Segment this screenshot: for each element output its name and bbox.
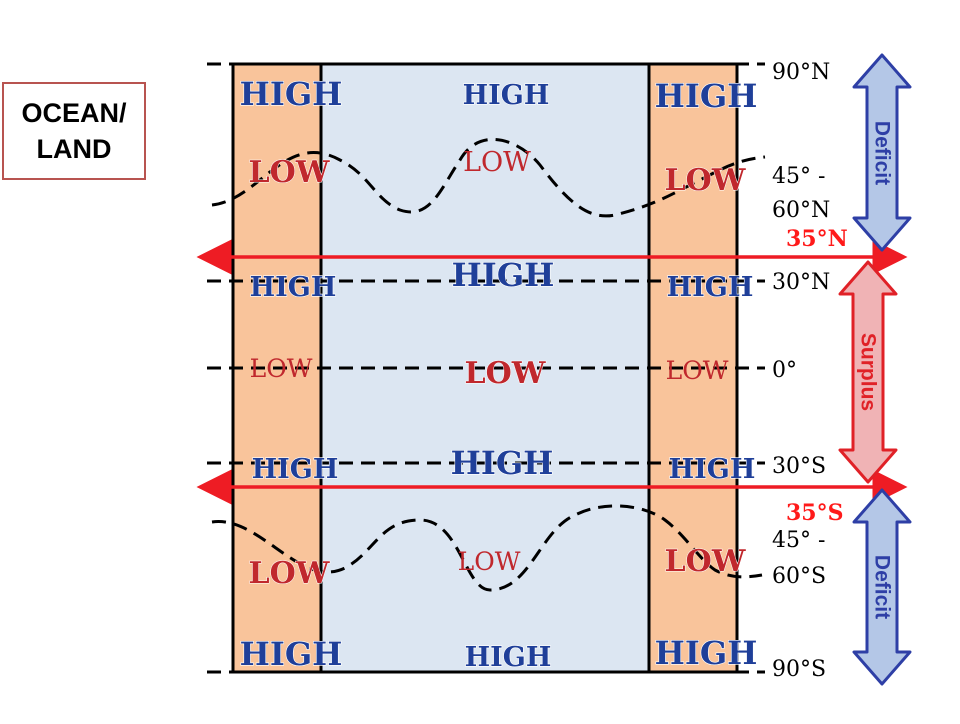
lat-35n: 35°N xyxy=(786,226,848,252)
deficit-north-label: Deficit xyxy=(871,121,894,185)
lat-90n: 90°N xyxy=(772,60,831,85)
high-30n-left: HIGH xyxy=(250,272,337,303)
low-north-center: LOW xyxy=(463,147,531,178)
lat-45-60s-bottom: 60°S xyxy=(772,564,827,589)
high-30s-left: HIGH xyxy=(252,454,339,485)
latitude-dashes xyxy=(207,62,766,674)
subpolar-wave-north xyxy=(211,138,766,218)
surplus-label: Surplus xyxy=(857,333,880,411)
low-eq-left: LOW xyxy=(250,354,313,383)
low-south-right: LOW xyxy=(665,544,747,579)
lat-45-60s-top: 45° - xyxy=(772,528,826,553)
high-90n-left: HIGH xyxy=(240,75,343,113)
lat-45-60n-bottom: 60°N xyxy=(772,198,831,223)
high-30s-right: HIGH xyxy=(669,454,756,485)
low-eq-center: LOW xyxy=(465,356,547,391)
deficit-south-label: Deficit xyxy=(871,555,894,619)
surplus-arrow xyxy=(838,260,898,484)
ocean-land-line1: OCEAN/ xyxy=(21,98,127,128)
lat-45-60n-top: 45° - xyxy=(772,164,826,189)
high-30n-center: HIGH xyxy=(452,256,555,294)
high-90s-right: HIGH xyxy=(655,634,758,672)
lat-90s: 90°S xyxy=(772,657,827,682)
high-90s-left: HIGH xyxy=(240,635,343,673)
deficit-north-arrow xyxy=(852,53,912,252)
low-eq-right: LOW xyxy=(666,356,729,385)
low-south-left: LOW xyxy=(249,556,331,591)
deficit-south-arrow xyxy=(852,488,912,686)
lat-35s: 35°S xyxy=(786,500,844,526)
ocean-land-line2: LAND xyxy=(36,134,112,164)
low-north-left: LOW xyxy=(249,155,331,190)
high-90n-right: HIGH xyxy=(655,77,758,115)
high-30n-right: HIGH xyxy=(667,272,754,303)
high-90s-center: HIGH xyxy=(465,642,552,673)
low-south-center: LOW xyxy=(458,547,521,576)
lat-equator: 0° xyxy=(772,358,797,383)
ocean-land-box: OCEAN/ LAND xyxy=(2,82,146,180)
lat-30n: 30°N xyxy=(772,270,831,295)
low-north-right: LOW xyxy=(665,163,747,198)
subpolar-wave-south xyxy=(211,504,763,592)
high-30s-center: HIGH xyxy=(451,444,554,482)
high-90n-center: HIGH xyxy=(463,80,550,111)
lat-30s: 30°S xyxy=(772,454,827,479)
